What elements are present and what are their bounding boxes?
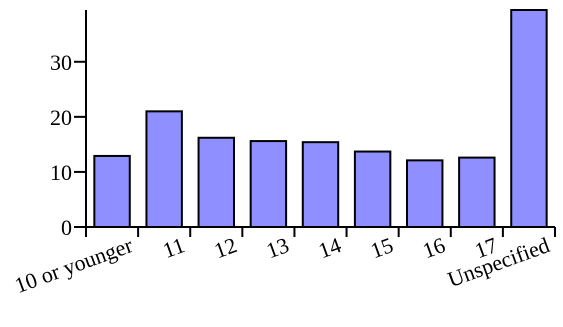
- bar-4: [301, 141, 340, 228]
- y-tick-label: 20: [50, 105, 72, 130]
- y-tick-label: 30: [50, 50, 72, 75]
- x-tick-label: 13: [263, 232, 292, 263]
- bar-7: [458, 156, 496, 229]
- bars: [93, 9, 548, 229]
- bar-5: [353, 150, 392, 228]
- x-tick-label: 14: [315, 232, 344, 263]
- bar-2: [197, 136, 235, 229]
- x-tick-label: 12: [211, 232, 240, 263]
- bar-6: [406, 159, 444, 228]
- x-tick-label: 16: [419, 232, 448, 263]
- bar-0: [93, 154, 131, 229]
- x-tick-label: Unspecified: [444, 232, 552, 292]
- y-tick-label: 10: [50, 160, 72, 185]
- x-tick-label: 15: [367, 232, 396, 263]
- bar-8: [510, 9, 548, 228]
- y-axis: 0 10 20 30: [50, 10, 87, 240]
- bar-1: [145, 110, 183, 228]
- bar-3: [249, 140, 288, 229]
- x-tick-label: 11: [159, 232, 187, 263]
- x-tick-label: 10 or younger: [11, 232, 136, 298]
- y-tick-label: 0: [61, 215, 72, 240]
